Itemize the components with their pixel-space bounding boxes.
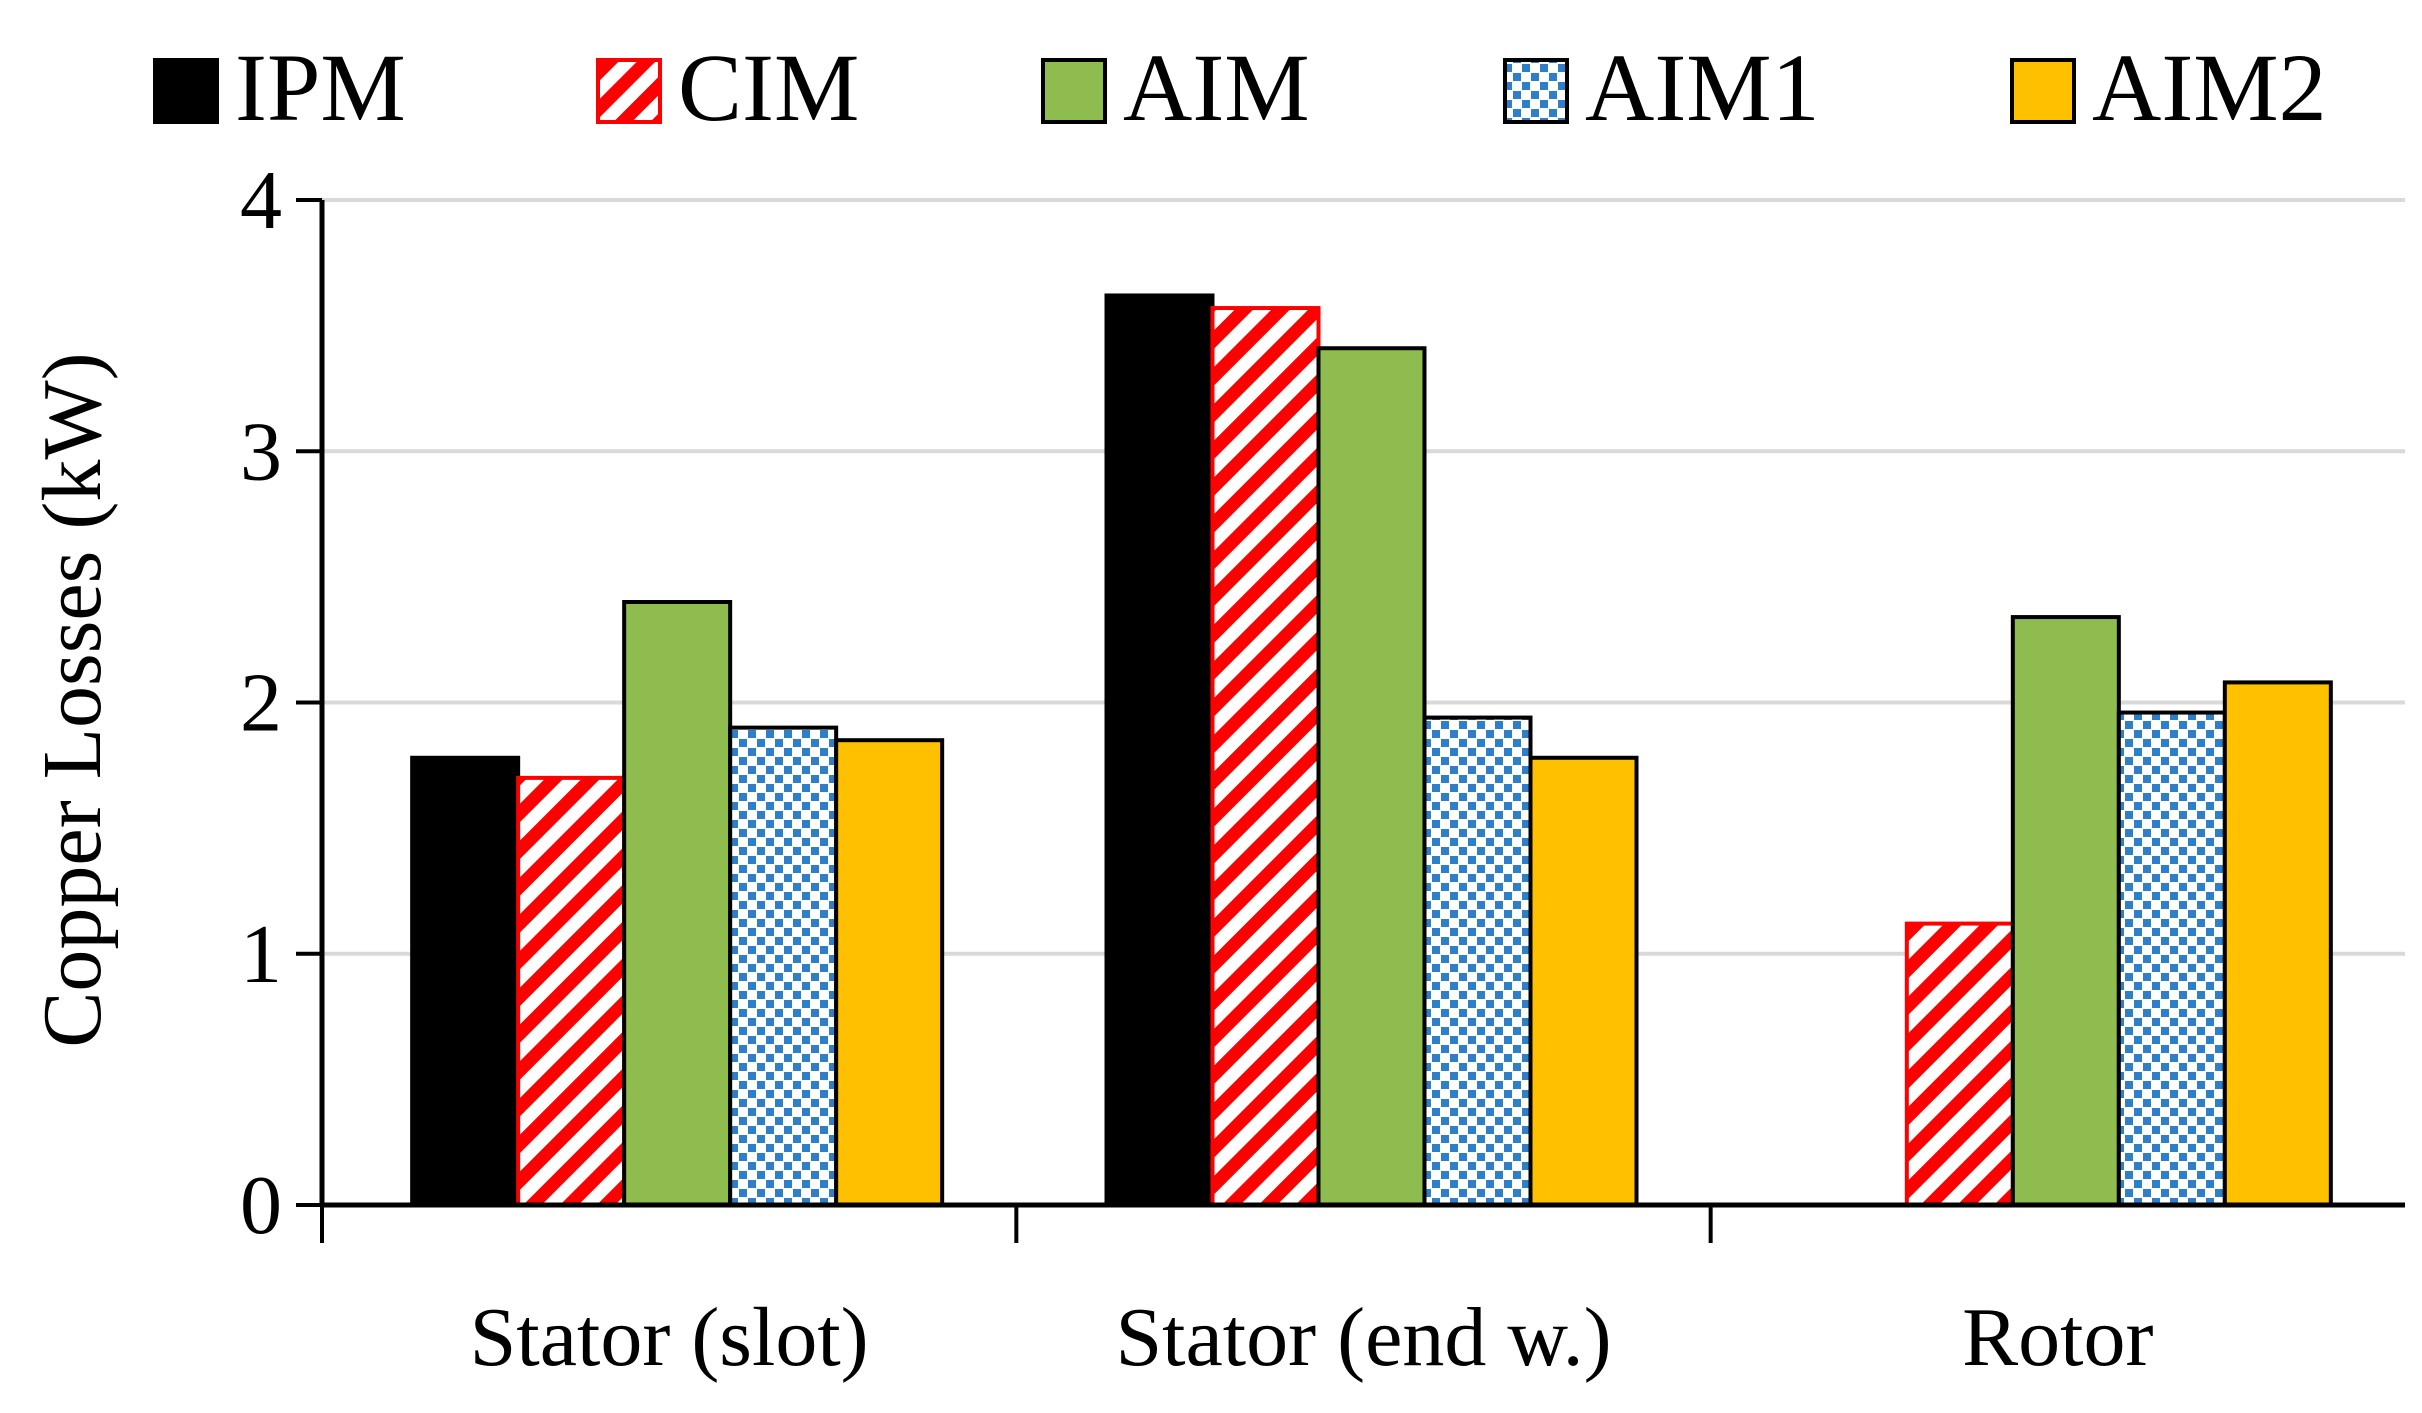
legend-label-aim2: AIM2	[2092, 34, 2327, 141]
legend-swatch-aim2	[2010, 58, 2076, 124]
category-label: Stator (end w.)	[1115, 1291, 1611, 1384]
y-tick-labels: 0 1 2 3 4	[240, 154, 282, 1252]
bar-aim2-1	[1528, 755, 1639, 1208]
y-tick-label: 2	[240, 657, 282, 750]
bar-aim-0	[622, 600, 733, 1207]
category-labels: Stator (slot) Stator (end w.) Rotor	[470, 1291, 2154, 1384]
bar-cim-0	[516, 775, 627, 1207]
legend-swatch-ipm	[153, 58, 219, 124]
legend-swatch-aim	[1041, 58, 1107, 124]
y-tick-label: 1	[240, 908, 282, 1001]
bar-ipm-1	[1104, 293, 1215, 1208]
legend-label-aim1: AIM1	[1585, 34, 1820, 141]
y-axis-title: Copper Losses (kW)	[26, 352, 119, 1047]
bar-aim2-2	[2222, 680, 2333, 1207]
y-tick-label: 4	[240, 154, 282, 247]
bar-aim1-2	[2116, 710, 2227, 1207]
axes	[296, 198, 2405, 1243]
y-tick-label: 0	[240, 1159, 282, 1252]
legend: IPM CIM AIM AIM1 AIM2	[153, 34, 2327, 141]
legend-label-ipm: IPM	[235, 34, 406, 141]
bar-aim1-0	[728, 725, 839, 1207]
y-tick-label: 3	[240, 405, 282, 498]
bar-aim2-0	[834, 738, 945, 1207]
bar-cim-1	[1210, 306, 1321, 1208]
bar-aim-1	[1316, 346, 1427, 1207]
legend-swatch-aim1	[1503, 58, 1569, 124]
category-label: Rotor	[1962, 1291, 2153, 1384]
bar-aim1-1	[1422, 715, 1533, 1207]
bar-aim-2	[2010, 615, 2121, 1207]
category-label: Stator (slot)	[470, 1291, 869, 1384]
legend-label-cim: CIM	[678, 34, 859, 141]
bar-ipm-0	[410, 755, 521, 1208]
bar-cim-2	[1904, 921, 2015, 1207]
bars	[410, 293, 2333, 1208]
legend-label-aim: AIM	[1123, 34, 1310, 141]
legend-swatch-cim	[596, 58, 662, 124]
